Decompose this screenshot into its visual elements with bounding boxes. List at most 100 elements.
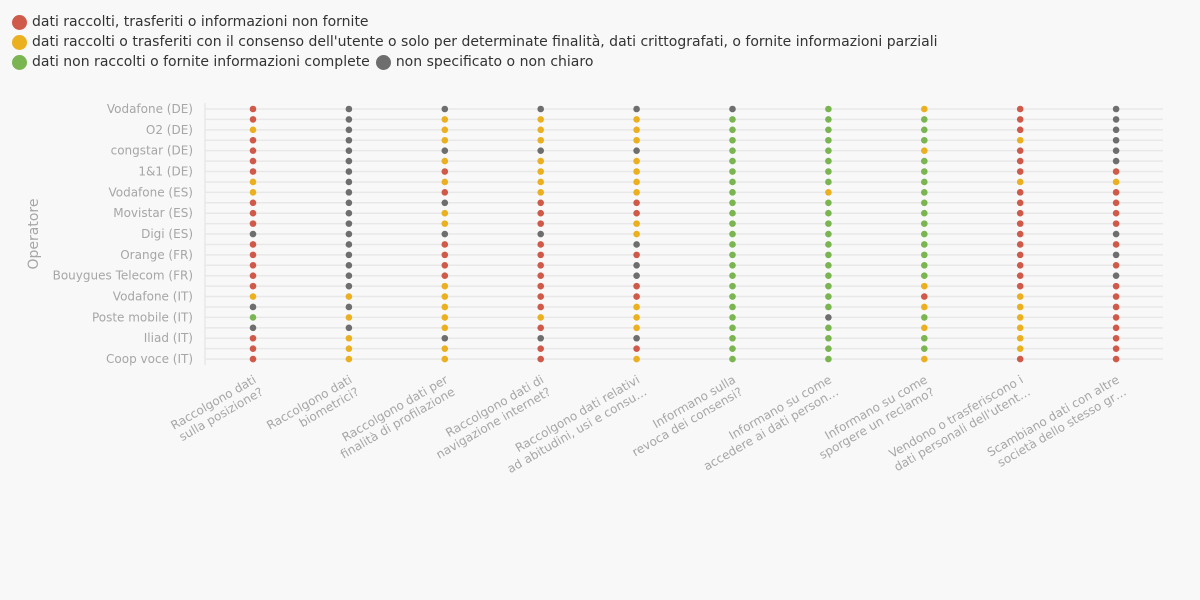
data-point[interactable]	[345, 178, 353, 186]
data-point[interactable]	[1112, 199, 1120, 207]
data-point[interactable]	[537, 199, 544, 207]
data-point[interactable]	[1016, 345, 1024, 352]
data-point[interactable]	[441, 199, 449, 207]
data-point[interactable]	[345, 199, 353, 207]
data-point[interactable]	[537, 345, 544, 352]
data-point[interactable]	[345, 272, 353, 280]
data-point[interactable]	[1016, 147, 1024, 154]
data-point[interactable]	[345, 116, 353, 123]
data-point[interactable]	[441, 116, 449, 123]
data-point[interactable]	[729, 178, 736, 186]
data-point[interactable]	[825, 157, 832, 165]
data-point[interactable]	[921, 293, 928, 300]
data-point[interactable]	[1112, 262, 1120, 269]
data-point[interactable]	[1112, 105, 1120, 113]
data-point[interactable]	[1016, 355, 1024, 363]
data-point[interactable]	[921, 230, 928, 238]
data-point[interactable]	[921, 126, 928, 134]
data-point[interactable]	[441, 136, 449, 144]
data-point[interactable]	[345, 209, 353, 217]
data-point[interactable]	[825, 345, 832, 352]
data-point[interactable]	[921, 168, 928, 175]
data-point[interactable]	[729, 230, 736, 238]
data-point[interactable]	[825, 241, 832, 248]
data-point[interactable]	[537, 334, 544, 342]
data-point[interactable]	[1112, 168, 1120, 175]
data-point[interactable]	[249, 209, 257, 217]
legend-item-consenso[interactable]: dati raccolti o trasferiti con il consen…	[12, 34, 938, 50]
data-point[interactable]	[1016, 199, 1024, 207]
data-point[interactable]	[1016, 334, 1024, 342]
data-point[interactable]	[633, 241, 640, 248]
data-point[interactable]	[1016, 230, 1024, 238]
data-point[interactable]	[633, 220, 640, 227]
data-point[interactable]	[345, 251, 353, 259]
data-point[interactable]	[1016, 157, 1024, 165]
data-point[interactable]	[1016, 272, 1024, 280]
data-point[interactable]	[537, 241, 544, 248]
data-point[interactable]	[345, 324, 353, 332]
data-point[interactable]	[825, 209, 832, 217]
data-point[interactable]	[1112, 345, 1120, 352]
data-point[interactable]	[1016, 178, 1024, 186]
data-point[interactable]	[1112, 189, 1120, 196]
data-point[interactable]	[537, 220, 544, 227]
data-point[interactable]	[537, 136, 544, 144]
data-point[interactable]	[633, 126, 640, 134]
data-point[interactable]	[441, 241, 449, 248]
data-point[interactable]	[825, 303, 832, 311]
data-point[interactable]	[441, 105, 449, 113]
data-point[interactable]	[633, 262, 640, 269]
data-point[interactable]	[825, 168, 832, 175]
data-point[interactable]	[921, 282, 928, 290]
data-point[interactable]	[1016, 293, 1024, 300]
data-point[interactable]	[1016, 314, 1024, 321]
data-point[interactable]	[537, 178, 544, 186]
data-point[interactable]	[729, 345, 736, 352]
legend-item-non-raccolti[interactable]: dati non raccolti o fornite informazioni…	[12, 54, 370, 70]
data-point[interactable]	[345, 262, 353, 269]
data-point[interactable]	[1016, 136, 1024, 144]
data-point[interactable]	[1112, 178, 1120, 186]
data-point[interactable]	[537, 282, 544, 290]
data-point[interactable]	[537, 355, 544, 363]
data-point[interactable]	[825, 199, 832, 207]
data-point[interactable]	[825, 251, 832, 259]
data-point[interactable]	[825, 282, 832, 290]
data-point[interactable]	[1016, 126, 1024, 134]
data-point[interactable]	[1016, 209, 1024, 217]
data-point[interactable]	[825, 334, 832, 342]
data-point[interactable]	[249, 241, 257, 248]
data-point[interactable]	[249, 251, 257, 259]
data-point[interactable]	[633, 147, 640, 154]
data-point[interactable]	[729, 282, 736, 290]
data-point[interactable]	[921, 220, 928, 227]
data-point[interactable]	[249, 168, 257, 175]
data-point[interactable]	[633, 178, 640, 186]
data-point[interactable]	[537, 157, 544, 165]
data-point[interactable]	[249, 147, 257, 154]
legend-item-non-specificato[interactable]: non specificato o non chiaro	[375, 54, 593, 70]
data-point[interactable]	[441, 355, 449, 363]
data-point[interactable]	[441, 230, 449, 238]
data-point[interactable]	[921, 189, 928, 196]
data-point[interactable]	[345, 314, 353, 321]
data-point[interactable]	[249, 178, 257, 186]
data-point[interactable]	[921, 199, 928, 207]
data-point[interactable]	[633, 105, 640, 113]
data-point[interactable]	[537, 303, 544, 311]
data-point[interactable]	[441, 293, 449, 300]
data-point[interactable]	[345, 136, 353, 144]
data-point[interactable]	[1016, 262, 1024, 269]
data-point[interactable]	[249, 345, 257, 352]
data-point[interactable]	[1112, 220, 1120, 227]
data-point[interactable]	[729, 199, 736, 207]
data-point[interactable]	[345, 220, 353, 227]
data-point[interactable]	[729, 241, 736, 248]
data-point[interactable]	[1112, 136, 1120, 144]
data-point[interactable]	[1112, 324, 1120, 332]
data-point[interactable]	[921, 251, 928, 259]
data-point[interactable]	[921, 345, 928, 352]
data-point[interactable]	[249, 126, 257, 134]
data-point[interactable]	[921, 105, 928, 113]
